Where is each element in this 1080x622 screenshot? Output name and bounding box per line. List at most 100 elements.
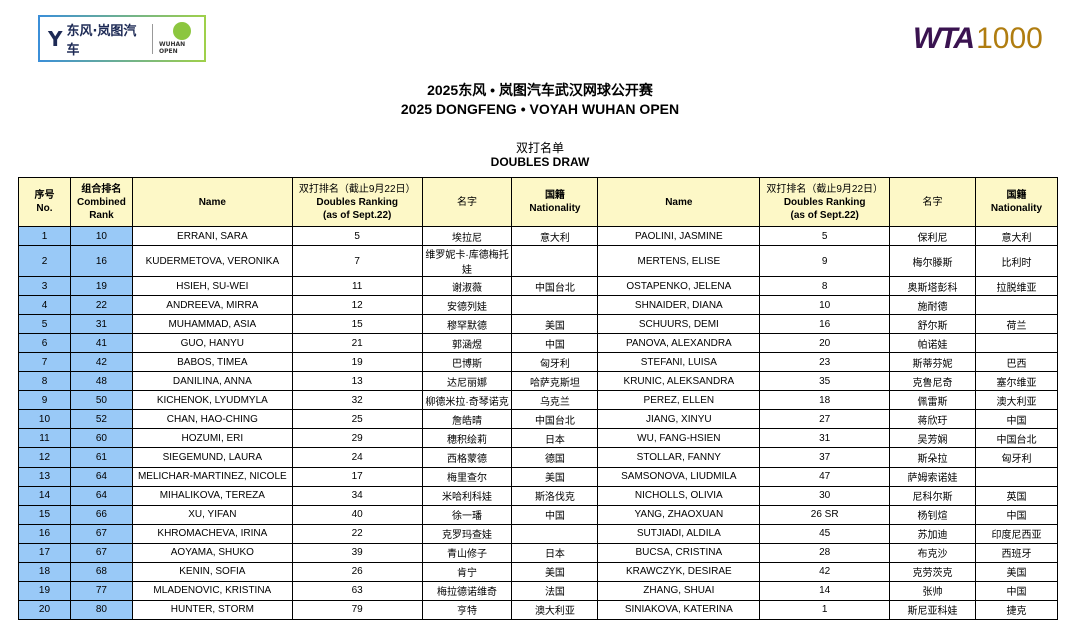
player2-cn-name: 帕诺娃 <box>889 333 976 354</box>
player2-ranking: 31 <box>759 428 891 449</box>
row-no: 7 <box>18 352 71 373</box>
table-row: 15 66 XU, YIFAN 40 徐一璠 中国 YANG, ZHAOXUAN 26 SR 杨… <box>18 504 1059 525</box>
row-no: 5 <box>18 314 71 335</box>
player2-ranking: 5 <box>759 225 891 247</box>
col-no: 序号 No. <box>18 177 71 227</box>
player1-name: SIEGEMUND, LAURA <box>131 447 293 468</box>
player1-ranking: 26 <box>291 561 423 582</box>
player2-name: SINIAKOVA, KATERINA <box>597 599 761 620</box>
player2-ranking: 26 SR <box>759 504 891 525</box>
player2-cn-name: 保利尼 <box>889 225 976 247</box>
table-row: 1 10 ERRANI, SARA 5 埃拉尼 意大利 PAOLINI, JASMINE 5 保… <box>18 225 1059 247</box>
col-cn-name-2: 名字 <box>889 177 976 227</box>
player2-nationality <box>974 466 1059 487</box>
row-no: 2 <box>18 245 71 278</box>
player1-cn-name: 维罗妮卡·库德梅托娃 <box>421 245 513 278</box>
player2-cn-name: 布克沙 <box>889 542 976 563</box>
player1-name: ERRANI, SARA <box>131 225 293 247</box>
player2-cn-name: 佩雷斯 <box>889 390 976 411</box>
player1-ranking: 79 <box>291 599 423 620</box>
player2-nationality: 中国 <box>974 504 1059 525</box>
player2-cn-name: 萨姆索诺娃 <box>889 466 976 487</box>
player1-ranking: 32 <box>291 390 423 411</box>
player2-nationality: 匈牙利 <box>974 447 1059 468</box>
player1-nationality: 澳大利亚 <box>511 599 599 620</box>
player2-name: SCHUURS, DEMI <box>597 314 761 335</box>
col-name-1: Name <box>131 177 293 227</box>
player1-cn-name: 西格蒙德 <box>421 447 513 468</box>
combined-rank: 10 <box>69 225 133 247</box>
combined-rank: 50 <box>69 390 133 411</box>
player1-name: KENIN, SOFIA <box>131 561 293 582</box>
col-doubles-ranking-2: 双打排名（截止9月22日） Doubles Ranking (as of Sept.… <box>759 177 891 227</box>
player2-name: YANG, ZHAOXUAN <box>597 504 761 525</box>
player1-ranking: 5 <box>291 225 423 247</box>
player1-name: MELICHAR-MARTINEZ, NICOLE <box>131 466 293 487</box>
player1-cn-name: 徐一璠 <box>421 504 513 525</box>
player2-ranking: 23 <box>759 352 891 373</box>
player2-ranking: 18 <box>759 390 891 411</box>
player2-nationality: 美国 <box>974 561 1059 582</box>
player1-ranking: 34 <box>291 485 423 506</box>
table-row: 20 80 HUNTER, STORM 79 亨特 澳大利亚 SINIAKOVA, KATE… <box>18 599 1059 620</box>
table-row: 19 77 MLADENOVIC, KRISTINA 63 梅拉德诺维奇 法国 ZHANG,… <box>18 580 1059 601</box>
combined-rank: 22 <box>69 295 133 316</box>
doubles-draw-table: 序号 No. 组合排名 Combined Rank Name 双打排名（截止9月22日… <box>18 177 1059 620</box>
combined-rank: 42 <box>69 352 133 373</box>
player2-name: MERTENS, ELISE <box>597 245 761 278</box>
player1-ranking: 12 <box>291 295 423 316</box>
player2-ranking: 47 <box>759 466 891 487</box>
player1-ranking: 17 <box>291 466 423 487</box>
title-en: 2025 DONGFENG • VOYAH WUHAN OPEN <box>400 101 680 117</box>
player2-nationality: 西班牙 <box>974 542 1059 563</box>
player1-name: MLADENOVIC, KRISTINA <box>131 580 293 601</box>
player1-ranking: 22 <box>291 523 423 544</box>
player2-name: ZHANG, SHUAI <box>597 580 761 601</box>
col-nationality-2: 国籍 Nationality <box>974 177 1059 227</box>
player2-nationality: 荷兰 <box>974 314 1059 335</box>
wta-text: WTA <box>913 22 975 55</box>
player1-nationality <box>511 245 599 278</box>
player1-name: MIHALIKOVA, TEREZA <box>131 485 293 506</box>
player2-name: PANOVA, ALEXANDRA <box>597 333 761 354</box>
player1-nationality: 美国 <box>511 314 599 335</box>
player2-ranking: 1 <box>759 599 891 620</box>
player1-cn-name: 穗积绘莉 <box>421 428 513 449</box>
tennis-ball-icon <box>172 22 191 40</box>
table-row: 7 42 BABOS, TIMEA 19 巴博斯 匈牙利 STEFANI, LUISA 23 斯… <box>18 352 1059 373</box>
combined-rank: 67 <box>69 523 133 544</box>
player1-ranking: 15 <box>291 314 423 335</box>
player1-ranking: 29 <box>291 428 423 449</box>
player1-ranking: 39 <box>291 542 423 563</box>
player1-ranking: 13 <box>291 371 423 392</box>
player1-nationality: 日本 <box>511 428 599 449</box>
table-row: 17 67 AOYAMA, SHUKO 39 青山修子 日本 BUCSA, CRISTINA… <box>18 542 1059 563</box>
col-cn-name-1: 名字 <box>421 177 513 227</box>
player2-ranking: 10 <box>759 295 891 316</box>
player2-cn-name: 尼科尔斯 <box>889 485 976 506</box>
player2-name: KRAWCZYK, DESIRAE <box>597 561 761 582</box>
player2-name: PAOLINI, JASMINE <box>597 225 761 247</box>
table-row: 14 64 MIHALIKOVA, TEREZA 34 米哈利科娃 斯洛伐克 NICHOLL… <box>18 485 1059 506</box>
player1-ranking: 40 <box>291 504 423 525</box>
wta-tier: 1000 <box>976 22 1043 55</box>
combined-rank: 67 <box>69 542 133 563</box>
subtitle-cn: 双打名单 <box>515 141 564 155</box>
combined-rank: 41 <box>69 333 133 354</box>
table-row: 8 48 DANILINA, ANNA 13 达尼丽娜 哈萨克斯坦 KRUNIC, ALEK… <box>18 371 1059 392</box>
player2-cn-name: 克鲁尼奇 <box>889 371 976 392</box>
combined-rank: 52 <box>69 409 133 430</box>
player1-cn-name: 柳德米拉·奇琴诺克 <box>421 390 513 411</box>
voyah-logo-icon: Y <box>48 26 63 51</box>
player1-name: AOYAMA, SHUKO <box>131 542 293 563</box>
player2-ranking: 45 <box>759 523 891 544</box>
player1-nationality <box>511 523 599 544</box>
player1-cn-name: 梅拉德诺维奇 <box>421 580 513 601</box>
player1-ranking: 11 <box>291 276 423 297</box>
player1-nationality: 中国 <box>511 333 599 354</box>
player2-cn-name: 舒尔斯 <box>889 314 976 335</box>
player1-nationality: 哈萨克斯坦 <box>511 371 599 392</box>
player2-cn-name: 蒋欣玗 <box>889 409 976 430</box>
player2-ranking: 42 <box>759 561 891 582</box>
table-row: 12 61 SIEGEMUND, LAURA 24 西格蒙德 德国 STOLLAR, FAN… <box>18 447 1059 468</box>
